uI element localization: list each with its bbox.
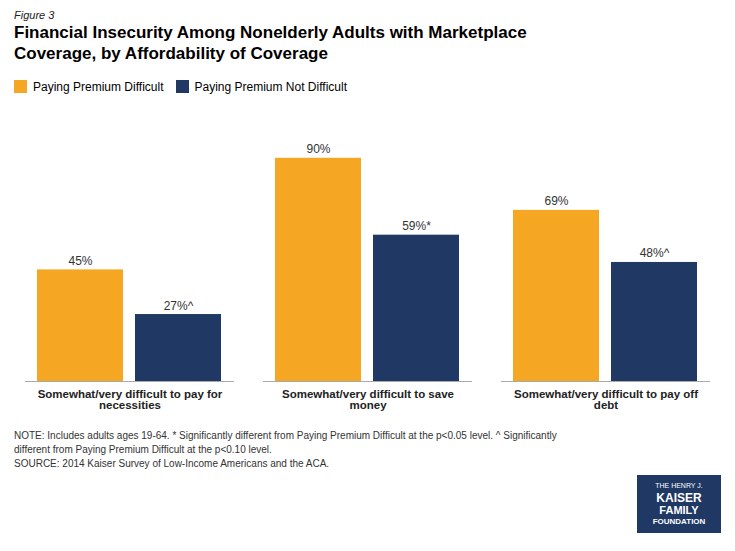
svg-text:90%: 90% [306, 142, 330, 156]
html-text:FOUNDATION: FOUNDATION [652, 517, 706, 526]
html-text:KAISER: KAISER [656, 491, 702, 505]
svg-text:Somewhat/very difficult to sav: Somewhat/very difficult to savemoney [282, 388, 454, 412]
html-text:FAMILY: FAMILY [659, 504, 699, 516]
html-text:Paying Premium Not Difficult: Paying Premium Not Difficult [194, 79, 347, 94]
svg-text:59%*: 59%* [402, 219, 431, 233]
svg-text:Somewhat/very difficult to pay: Somewhat/very difficult to pay offdebt [514, 388, 698, 412]
html-text:Financial Insecurity Among Non: Financial Insecurity Among Nonelderly Ad… [14, 23, 527, 63]
svg-text:27%^: 27%^ [164, 299, 194, 313]
html-text:Paying Premium Difficult: Paying Premium Difficult [33, 79, 164, 94]
html-text:Figure 3: Figure 3 [14, 9, 55, 21]
svg-text:48%^: 48%^ [640, 246, 670, 260]
svg-text:69%: 69% [544, 194, 568, 208]
html-text:NOTE: Includes adults ages 19-: NOTE: Includes adults ages 19-64. * Sign… [14, 430, 557, 469]
svg-text:Somewhat/very difficult to pay: Somewhat/very difficult to pay fornecess… [38, 388, 223, 412]
html-text:THE HENRY J.: THE HENRY J. [655, 482, 703, 489]
svg-text:45%: 45% [68, 254, 92, 268]
